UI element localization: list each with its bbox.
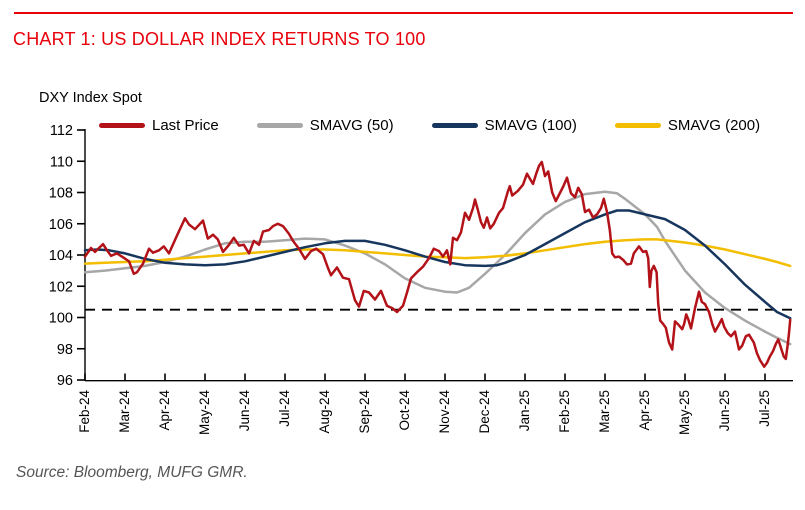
legend-label: SMAVG (200)	[667, 117, 761, 134]
x-tick-label: Apr-24	[157, 390, 172, 431]
legend-swatch	[431, 123, 478, 128]
x-axis-ticks: Feb-24 Mar-24 Apr-24 May-24 Jun-24 Jul-24 Aug-…	[77, 373, 772, 436]
series-line-smavg-100	[83, 209, 792, 320]
y-tick-label: 112	[50, 123, 73, 139]
chart-title: CHART 1: US DOLLAR INDEX RETURNS TO 100	[13, 29, 426, 49]
legend-item-smavg-100: SMAVG (100)	[431, 117, 577, 134]
y-tick-label: 108	[49, 186, 73, 202]
legend-item-smavg-200: SMAVG (200)	[614, 117, 761, 134]
dxy-chart-svg: 96 98 100 102 104 106 108 110 112 Feb-24 Mar-24 Apr…	[49, 123, 793, 436]
series-line-smavg-50	[83, 190, 792, 346]
x-tick-label: Mar-25	[597, 390, 612, 433]
y-tick-label: 104	[49, 248, 73, 264]
legend-item-smavg-50: SMAVG (50)	[256, 117, 394, 134]
source-note: Source: Bloomberg, MUFG GMR.	[16, 464, 248, 481]
x-tick-label: Oct-24	[397, 390, 412, 431]
x-tick-label: Feb-25	[557, 390, 572, 433]
axis-title: DXY Index Spot	[39, 90, 142, 106]
y-tick-label: 100	[49, 311, 73, 327]
x-tick-label: May-24	[197, 390, 212, 436]
legend-label: Last Price	[152, 117, 219, 134]
legend-swatch	[99, 123, 145, 128]
x-tick-label: Aug-24	[317, 390, 332, 434]
y-axis-ticks: 96 98 100 102 104 106 108 110 112	[49, 123, 85, 389]
chart-legend: Last Price SMAVG (50) SMAVG (100) SMAVG (20…	[99, 117, 760, 134]
x-tick-label: Jul-25	[757, 390, 772, 427]
legend-swatch	[614, 123, 661, 128]
header-rule	[14, 12, 793, 14]
x-tick-label: Jan-25	[517, 390, 532, 431]
legend-swatch	[256, 123, 303, 128]
legend-label: SMAVG (50)	[309, 117, 394, 134]
series-line-smavg-200	[83, 238, 792, 268]
x-tick-label: Apr-25	[637, 390, 652, 431]
x-tick-label: Dec-24	[477, 390, 492, 434]
legend-item-last-price: Last Price	[99, 117, 219, 134]
y-tick-label: 98	[57, 342, 73, 358]
x-tick-label: Nov-24	[437, 390, 452, 434]
y-tick-label: 102	[49, 279, 73, 295]
x-tick-label: Jun-24	[237, 390, 252, 432]
series-line-last-price	[83, 160, 792, 368]
x-tick-label: Sep-24	[357, 390, 372, 434]
x-tick-label: Jun-25	[717, 390, 732, 431]
x-tick-label: May-25	[677, 390, 692, 435]
x-tick-label: Jul-24	[277, 390, 292, 427]
legend-label: SMAVG (100)	[484, 117, 577, 134]
x-tick-label: Mar-24	[117, 390, 132, 433]
y-tick-label: 110	[50, 154, 73, 170]
y-tick-label: 106	[49, 217, 73, 233]
x-tick-label: Feb-24	[77, 390, 92, 433]
y-tick-label: 96	[57, 373, 73, 389]
